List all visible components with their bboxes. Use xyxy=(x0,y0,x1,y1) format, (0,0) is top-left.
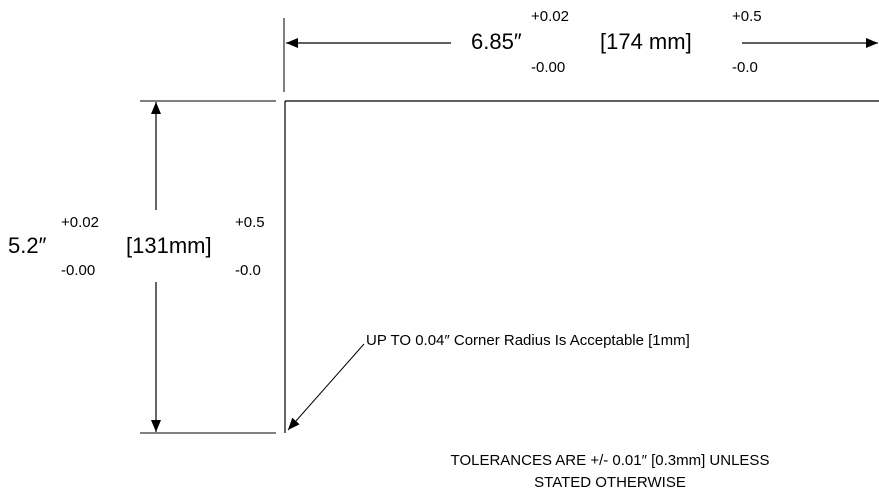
corner-radius-note: UP TO 0.04″ Corner Radius Is Acceptable … xyxy=(366,332,690,349)
height-upper-tolerance: +0.02 xyxy=(61,214,99,231)
width-lower-tolerance: -0.00 xyxy=(531,59,566,76)
height-metric-lower-tolerance: -0.0 xyxy=(235,262,261,279)
height-lower-tolerance: -0.00 xyxy=(61,262,96,279)
height-metric-upper-tolerance: +0.5 xyxy=(235,214,265,231)
width-nominal: 6.85″ xyxy=(471,29,522,54)
tolerance-note-line2: STATED OTHERWISE xyxy=(534,474,686,491)
width-metric: [174 mm] xyxy=(600,29,692,54)
tolerance-note-line1: TOLERANCES ARE +/- 0.01″ [0.3mm] UNLESS xyxy=(450,452,770,469)
width-metric-upper-tolerance: +0.5 xyxy=(732,8,762,25)
width-upper-tolerance: +0.02 xyxy=(531,8,569,25)
corner-leader-line xyxy=(287,343,365,431)
height-metric: [131mm] xyxy=(126,233,212,258)
width-metric-lower-tolerance: -0.0 xyxy=(732,59,758,76)
height-nominal: 5.2″ xyxy=(8,233,47,258)
